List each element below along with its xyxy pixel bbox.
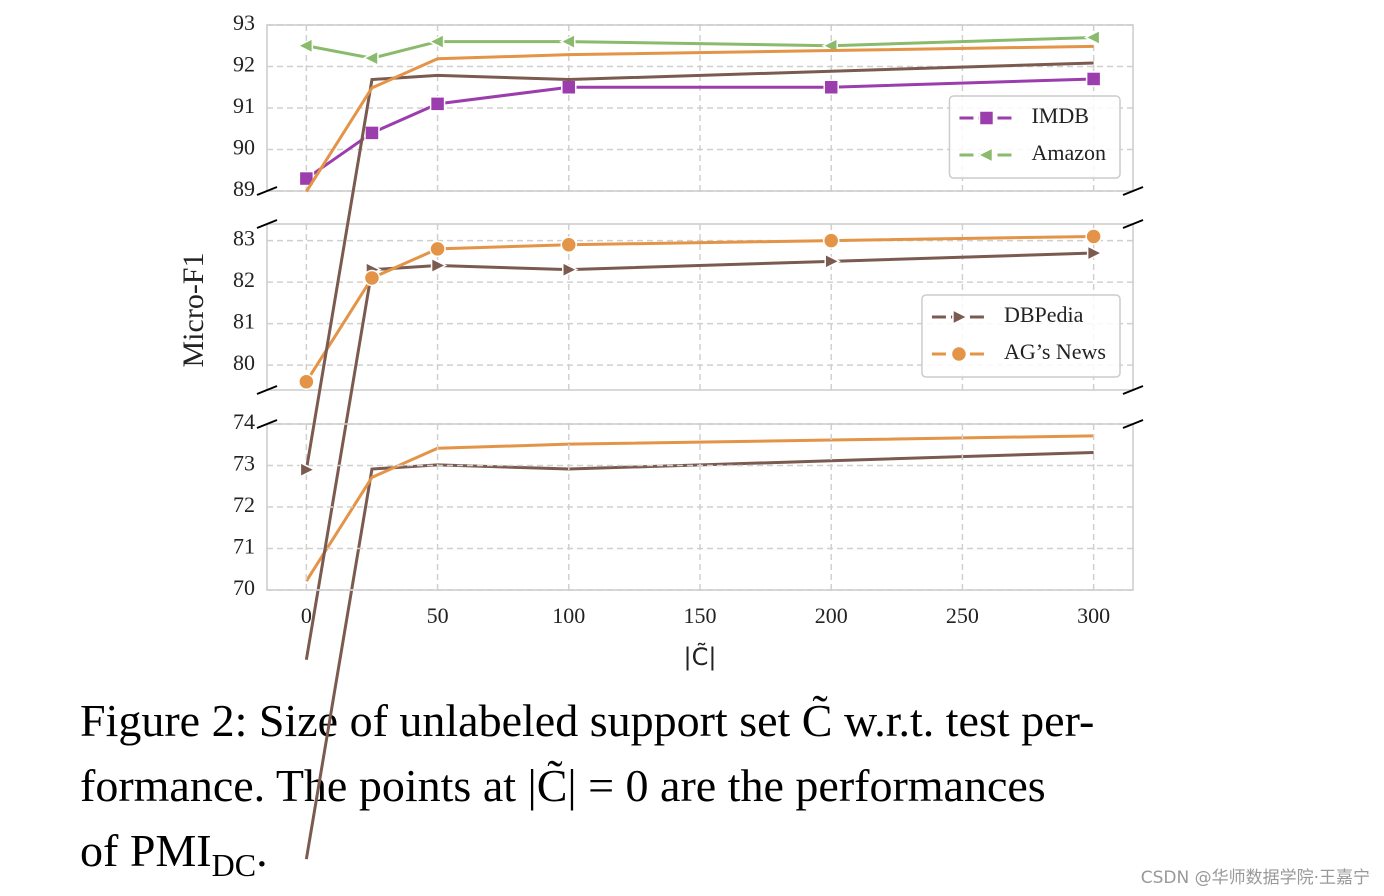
- marker: [976, 146, 994, 164]
- legend: IMDB Amazon: [948, 95, 1121, 179]
- marker: [429, 240, 446, 258]
- y-tick-label: 73: [233, 451, 255, 476]
- marker: [824, 253, 841, 270]
- y-tick-label: 80: [233, 350, 255, 375]
- y-tick-label: 74: [233, 409, 255, 434]
- y-tick-label: 91: [233, 93, 255, 118]
- marker: [298, 373, 315, 390]
- marker: [430, 257, 448, 274]
- series-line: [304, 251, 1094, 660]
- marker: [950, 345, 968, 363]
- marker: [1083, 29, 1101, 46]
- x-tick-label: 300: [1077, 603, 1110, 628]
- marker: [1085, 71, 1102, 87]
- y-tick-label: 92: [233, 52, 255, 77]
- series-line: [305, 434, 1094, 582]
- marker: [823, 79, 839, 95]
- caption-subscript: DC: [212, 847, 256, 883]
- x-tick-label: 0: [301, 603, 312, 628]
- marker: [363, 269, 381, 287]
- axis-break: [256, 186, 278, 196]
- marker: [296, 37, 314, 54]
- series-line: [306, 35, 1094, 60]
- series-line: [304, 61, 1094, 470]
- panel-frame: [266, 24, 1134, 192]
- y-tick-label: 82: [233, 267, 255, 292]
- legend-label: IMDB: [1031, 103, 1088, 128]
- marker: [822, 232, 840, 249]
- legend-label: AG’s News: [1004, 339, 1106, 364]
- caption-line: of PMIDC.: [80, 825, 268, 883]
- axis-break: [256, 219, 278, 229]
- marker: [362, 49, 379, 67]
- y-tick-label: 72: [233, 492, 255, 517]
- y-tick-label: 93: [233, 10, 255, 35]
- x-axis-label: |C̃|: [684, 643, 717, 671]
- y-tick-label: 81: [233, 309, 255, 334]
- marker: [978, 110, 995, 126]
- series-line: [305, 234, 1094, 383]
- panel-frame: [266, 223, 1134, 391]
- series-line: [305, 44, 1094, 193]
- marker: [559, 33, 576, 50]
- marker: [561, 79, 577, 95]
- legend-label: DBPedia: [1004, 302, 1084, 327]
- panel-frame: [266, 423, 1134, 591]
- axis-break: [256, 419, 278, 429]
- x-tick-label: 250: [946, 603, 979, 628]
- caption-line: Figure 2: Size of unlabeled support set …: [80, 695, 1094, 746]
- caption-line: formance. The points at |C̃| = 0 are the…: [80, 760, 1046, 811]
- marker: [427, 33, 445, 50]
- legend-label: Amazon: [1031, 140, 1106, 165]
- caption-text: .: [256, 825, 268, 876]
- x-tick-label: 50: [427, 603, 449, 628]
- marker: [1085, 228, 1102, 245]
- marker: [562, 261, 579, 278]
- marker: [364, 125, 380, 141]
- y-tick-label: 83: [233, 226, 255, 251]
- axis-break: [1122, 385, 1144, 395]
- series-line: [304, 450, 1094, 860]
- marker: [1086, 244, 1104, 262]
- watermark: CSDN @华师数据学院·王嘉宁: [1141, 868, 1370, 888]
- marker: [560, 236, 578, 253]
- legend: DBPedia AG’s News: [921, 294, 1121, 378]
- axis-break: [256, 385, 278, 395]
- y-tick-label: 70: [233, 575, 255, 600]
- axis-break: [1122, 186, 1144, 196]
- marker: [952, 308, 969, 326]
- y-axis-label: Micro-F1: [177, 253, 210, 368]
- axis-break: [1122, 419, 1144, 429]
- y-tick-label: 89: [233, 176, 255, 201]
- caption-text: of PMI: [80, 825, 212, 876]
- x-tick-label: 150: [684, 603, 717, 628]
- y-tick-label: 71: [233, 534, 255, 559]
- axis-break: [1122, 219, 1144, 229]
- x-tick-label: 200: [815, 603, 848, 628]
- marker: [299, 461, 317, 478]
- x-tick-label: 100: [552, 603, 585, 628]
- marker: [429, 96, 446, 112]
- y-tick-label: 90: [233, 135, 255, 160]
